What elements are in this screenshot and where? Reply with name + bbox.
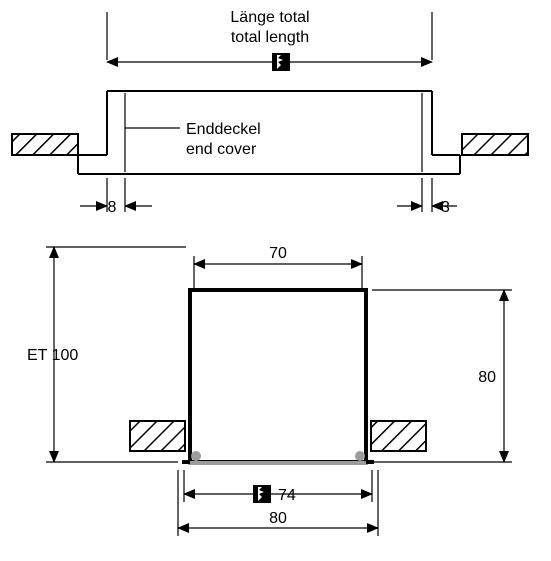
- dim-symbol-width: 74: [278, 487, 296, 504]
- dim-height: 80: [478, 369, 496, 386]
- bottom-view: 70 74 80 80 ET 100: [27, 245, 512, 536]
- dim-depth: ET 100: [27, 347, 78, 364]
- dim-total-length-en: total length: [231, 29, 309, 46]
- break-symbol-icon: [272, 53, 290, 71]
- break-symbol-icon: [253, 485, 271, 503]
- top-view: Länge total total length 8 3 Enddeckel e…: [12, 9, 528, 216]
- dim-left-gap: 8: [108, 199, 117, 216]
- hatch-top-left: [12, 134, 78, 155]
- technical-drawing: Länge total total length 8 3 Enddeckel e…: [0, 0, 551, 561]
- dim-inner-width: 70: [269, 245, 287, 262]
- dim-total-length-de: Länge total: [230, 9, 309, 26]
- dim-outer-width: 80: [269, 510, 287, 527]
- hatch-bottom-left: [130, 421, 185, 451]
- channel-profile: [190, 290, 366, 462]
- hatch-bottom-right: [371, 421, 426, 451]
- label-end-cover-en: end cover: [186, 141, 257, 158]
- hatch-top-right: [462, 134, 528, 155]
- label-end-cover-de: Enddeckel: [186, 121, 261, 138]
- dim-right-gap: 3: [441, 199, 450, 216]
